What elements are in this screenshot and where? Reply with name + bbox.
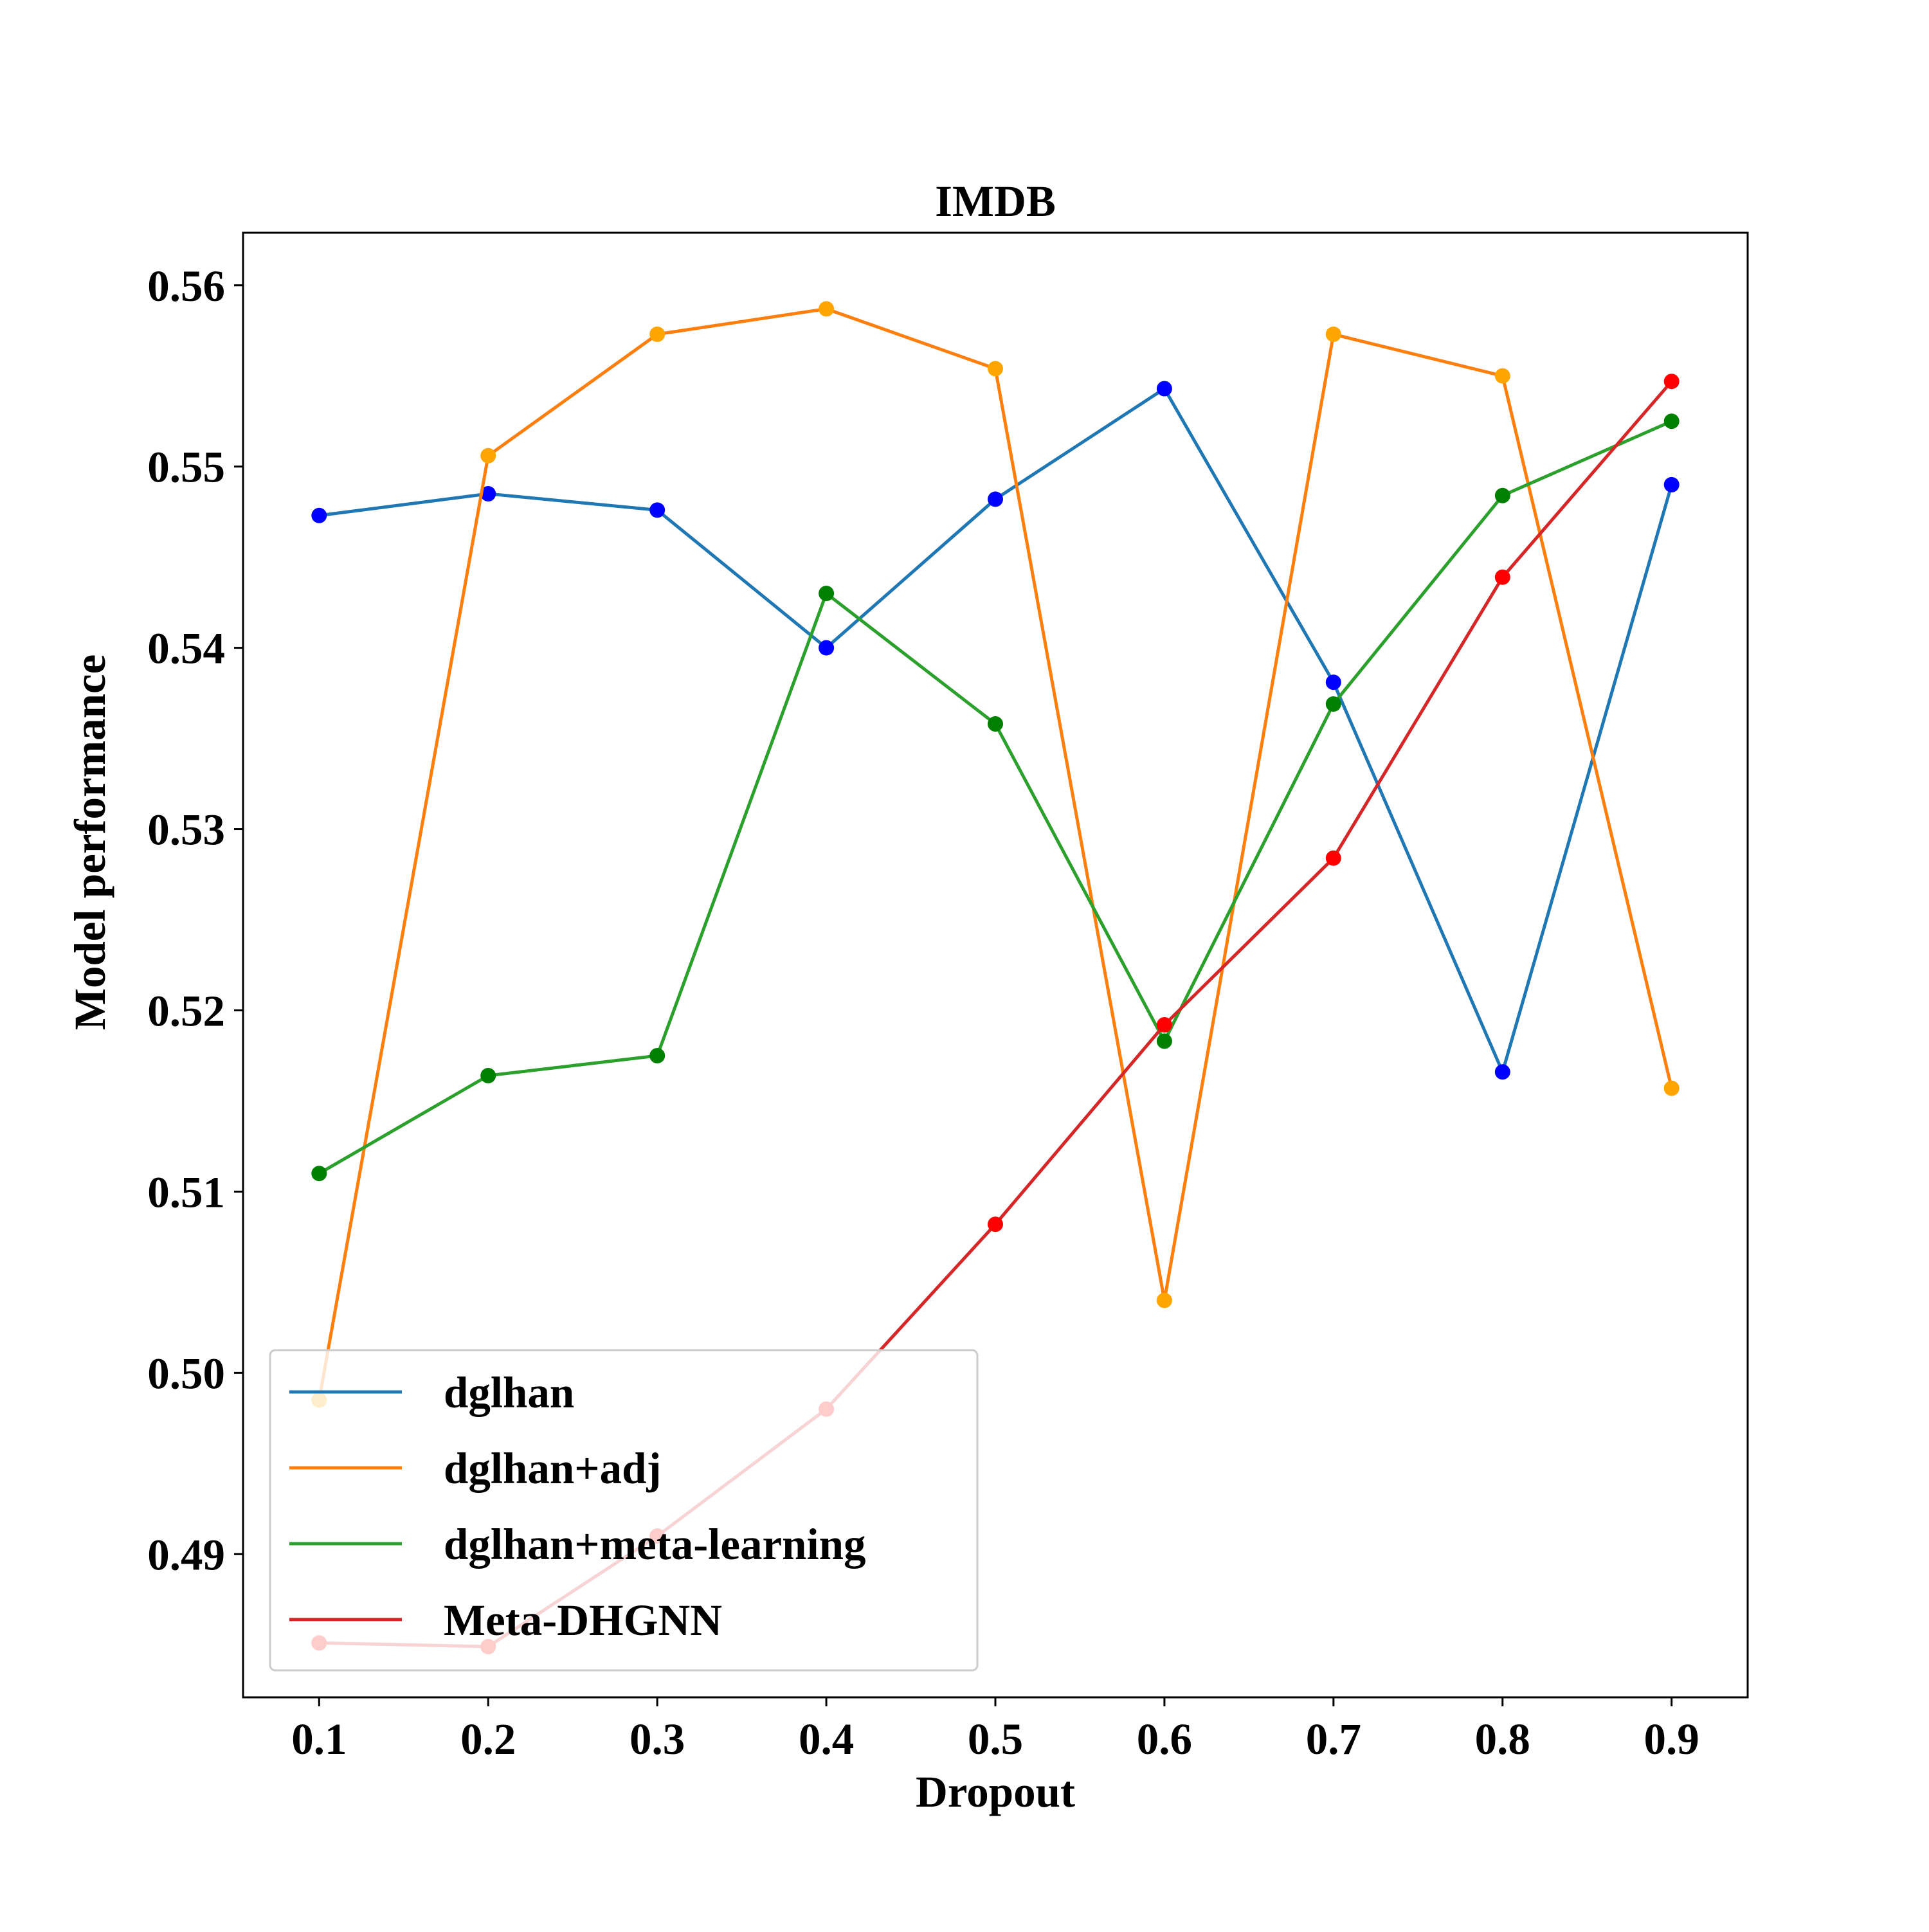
x-tick-label: 0.3 bbox=[629, 1715, 685, 1764]
x-tick-label: 0.7 bbox=[1306, 1715, 1361, 1764]
data-point bbox=[649, 1048, 666, 1063]
legend-label-3: dglhan+meta-learning bbox=[444, 1520, 866, 1569]
legend-box bbox=[269, 1349, 979, 1672]
y-tick-label: 0.56 bbox=[147, 262, 225, 311]
chart-title: IMDB bbox=[935, 177, 1056, 226]
data-point bbox=[1325, 674, 1341, 691]
data-point bbox=[988, 716, 1003, 732]
y-tick-label: 0.51 bbox=[147, 1168, 225, 1216]
y-tick-label: 0.49 bbox=[147, 1530, 225, 1579]
y-tick-label: 0.55 bbox=[147, 443, 225, 492]
series-layer bbox=[311, 301, 1680, 1655]
data-point bbox=[1156, 381, 1172, 397]
legend-label-1: dglhan bbox=[444, 1368, 574, 1417]
y-tick-label: 0.52 bbox=[147, 986, 225, 1035]
data-point bbox=[1325, 326, 1341, 342]
y-axis-label: Model performance bbox=[66, 655, 114, 1030]
data-point bbox=[819, 301, 835, 317]
data-point bbox=[1663, 476, 1680, 492]
data-point bbox=[1156, 1292, 1172, 1308]
data-point bbox=[649, 502, 666, 518]
x-tick-label: 0.8 bbox=[1475, 1715, 1530, 1764]
legend: dglhan dglhan+adj dglhan+meta-learning Meta… bbox=[269, 1349, 979, 1672]
x-tick-label: 0.5 bbox=[968, 1715, 1023, 1764]
x-tick-label: 0.1 bbox=[291, 1715, 347, 1764]
data-point bbox=[1325, 696, 1341, 712]
data-point bbox=[819, 586, 835, 601]
data-point bbox=[1494, 569, 1510, 585]
axes: 0.1 0.2 0.3 0.4 0.5 0.6 0.7 0.8 0.9 0.49 0.50 0.51 0… bbox=[147, 231, 1749, 1764]
data-point bbox=[1663, 374, 1680, 390]
y-tick-label: 0.54 bbox=[147, 624, 225, 673]
data-point bbox=[1494, 368, 1510, 384]
x-tick-label: 0.9 bbox=[1644, 1715, 1699, 1764]
data-point bbox=[988, 1216, 1003, 1232]
data-point bbox=[480, 486, 496, 501]
data-point bbox=[1494, 1064, 1510, 1080]
data-point bbox=[988, 361, 1003, 377]
legend-label-4: Meta-DHGNN bbox=[444, 1596, 722, 1645]
data-point bbox=[480, 447, 496, 464]
data-point bbox=[1663, 413, 1680, 429]
data-point bbox=[1325, 850, 1341, 866]
data-point bbox=[819, 640, 835, 656]
x-tick-label: 0.4 bbox=[799, 1715, 854, 1764]
y-tick-label: 0.53 bbox=[147, 806, 225, 854]
x-axis-label: Dropout bbox=[916, 1767, 1075, 1816]
y-tick-label: 0.50 bbox=[147, 1349, 225, 1398]
data-point bbox=[1156, 1033, 1172, 1049]
data-point bbox=[988, 491, 1003, 507]
data-point bbox=[311, 1166, 327, 1182]
data-point bbox=[1156, 1017, 1172, 1033]
legend-label-2: dglhan+adj bbox=[444, 1444, 661, 1493]
x-tick-label: 0.6 bbox=[1137, 1715, 1192, 1764]
x-tick-label: 0.2 bbox=[460, 1715, 516, 1764]
data-point bbox=[480, 1068, 496, 1083]
data-point bbox=[1494, 487, 1510, 503]
data-point bbox=[1663, 1080, 1680, 1096]
data-point bbox=[649, 326, 666, 342]
data-point bbox=[311, 507, 327, 523]
